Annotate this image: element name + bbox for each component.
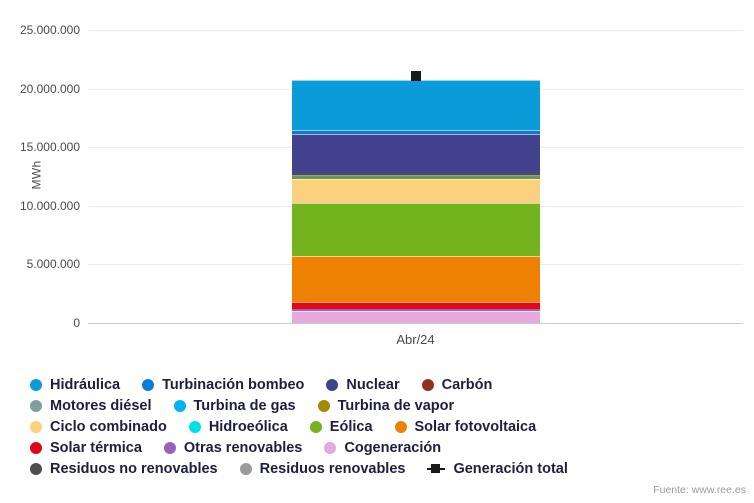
legend-item-generacion-total[interactable]: Generación total bbox=[427, 460, 568, 477]
bar-segment-otras-renovables[interactable] bbox=[291, 308, 540, 311]
legend-item-motores-diesel[interactable]: Motores diésel bbox=[30, 398, 152, 414]
legend-row: Motores diésel Turbina de gas Turbina de v… bbox=[30, 395, 742, 416]
legend-item-turbina-de-vapor[interactable]: Turbina de vapor bbox=[317, 397, 455, 414]
bar-segment-nuclear[interactable] bbox=[291, 133, 540, 173]
legend-label: Hidroeólica bbox=[208, 418, 288, 435]
total-generation-marker[interactable] bbox=[410, 70, 421, 81]
bar-segment-motores-diesel[interactable] bbox=[291, 175, 540, 177]
legend-item-cogeneracion[interactable]: Cogeneración bbox=[324, 440, 441, 456]
y-tick-label: 5.000.000 bbox=[26, 257, 80, 272]
legend: Hidráulica Turbinación bombeo Nuclear Carbó… bbox=[30, 374, 742, 479]
series-dot-icon bbox=[239, 462, 252, 475]
legend-item-otras-renovables[interactable]: Otras renovables bbox=[163, 439, 303, 456]
y-axis-title: MWh bbox=[29, 160, 44, 190]
y-tick-label: 0 bbox=[73, 316, 80, 330]
bar-segment-hidraulica[interactable] bbox=[291, 80, 540, 131]
legend-item-turbinacion-bombeo[interactable]: Turbinación bombeo bbox=[142, 377, 304, 393]
bar-segment-carbon[interactable] bbox=[291, 172, 540, 174]
legend-label: Carbón bbox=[441, 376, 493, 393]
bar-segment-residuos-renovables[interactable] bbox=[291, 174, 540, 176]
bar-segment-solar-fotovoltaica[interactable] bbox=[291, 255, 540, 302]
series-dot-icon bbox=[188, 420, 201, 433]
legend-item-hidraulica[interactable]: Hidráulica bbox=[30, 377, 120, 393]
y-tick-label: 15.000.000 bbox=[19, 140, 80, 155]
legend-item-solar-termica[interactable]: Solar térmica bbox=[30, 440, 142, 456]
legend-label: Otras renovables bbox=[183, 439, 303, 456]
legend-item-nuclear[interactable]: Nuclear bbox=[326, 376, 400, 393]
legend-label: Solar térmica bbox=[50, 439, 142, 456]
series-dot-icon bbox=[163, 441, 176, 454]
series-dot-icon bbox=[30, 420, 42, 433]
legend-label: Residuos no renovables bbox=[50, 460, 218, 477]
bar-segment-residuos-no-renovables[interactable] bbox=[291, 173, 540, 175]
x-axis-line bbox=[88, 323, 743, 324]
legend-row: Hidráulica Turbinación bombeo Nuclear Carbó… bbox=[30, 374, 742, 395]
x-axis-tick-label: Abr/24 bbox=[396, 332, 435, 347]
legend-item-carbon[interactable]: Carbón bbox=[421, 376, 493, 393]
series-dot-icon bbox=[30, 378, 42, 391]
bar-segment-turbina-de-vapor[interactable] bbox=[291, 176, 540, 179]
bar-segment-eolica[interactable] bbox=[291, 203, 540, 256]
legend-item-residuos-no-renovables[interactable]: Residuos no renovables bbox=[30, 461, 218, 477]
series-dot-icon bbox=[309, 420, 322, 433]
series-dot-icon bbox=[142, 378, 155, 391]
stacked-bar-abr24[interactable] bbox=[291, 80, 540, 323]
series-dot-icon bbox=[30, 462, 42, 475]
legend-label: Turbina de gas bbox=[193, 397, 296, 414]
series-dot-icon bbox=[324, 441, 337, 454]
legend-label: Residuos renovables bbox=[259, 460, 406, 477]
series-dot-icon bbox=[30, 441, 42, 454]
legend-label: Cogeneración bbox=[344, 439, 442, 456]
legend-item-residuos-renovables[interactable]: Residuos renovables bbox=[239, 460, 406, 477]
gridline bbox=[88, 30, 743, 31]
legend-label: Eólica bbox=[329, 418, 373, 435]
legend-label: Nuclear bbox=[346, 376, 400, 393]
y-tick-label: 20.000.000 bbox=[19, 81, 80, 96]
legend-row: Ciclo combinado Hidroeólica Eólica Solar fo… bbox=[30, 416, 742, 437]
series-dot-icon bbox=[317, 399, 330, 412]
series-dot-icon bbox=[173, 399, 186, 412]
legend-label: Generación total bbox=[453, 460, 568, 477]
legend-label: Hidráulica bbox=[50, 376, 121, 393]
legend-item-hidroeolica[interactable]: Hidroeólica bbox=[188, 418, 288, 435]
legend-item-turbina-de-gas[interactable]: Turbina de gas bbox=[173, 397, 296, 414]
series-dot-icon bbox=[394, 420, 407, 433]
legend-label: Turbinación bombeo bbox=[162, 376, 305, 393]
bar-segment-turbinacion-bombeo[interactable] bbox=[291, 130, 540, 134]
source-text: Fuente: www.ree.es bbox=[653, 484, 746, 496]
legend-row: Solar térmica Otras renovables Cogeneració… bbox=[30, 437, 742, 458]
bar-segment-solar-termica[interactable] bbox=[291, 301, 540, 309]
legend-row: Residuos no renovables Residuos renovable… bbox=[30, 458, 742, 479]
bar-segment-cogeneracion[interactable] bbox=[291, 310, 540, 323]
series-dot-icon bbox=[30, 399, 42, 412]
legend-item-ciclo-combinado[interactable]: Ciclo combinado bbox=[30, 419, 167, 435]
total-square-marker-icon bbox=[427, 463, 446, 474]
y-tick-label: 25.000.000 bbox=[19, 23, 80, 37]
legend-label: Motores diésel bbox=[50, 397, 152, 414]
legend-item-solar-fotovoltaica[interactable]: Solar fotovoltaica bbox=[394, 418, 537, 435]
bar-segment-ciclo-combinado[interactable] bbox=[291, 178, 540, 204]
y-tick-label: 10.000.000 bbox=[19, 198, 80, 213]
legend-label: Solar fotovoltaica bbox=[414, 418, 537, 435]
generation-stacked-bar-chart: 0 5.000.000 10.000.000 15.000.000 20.000.000… bbox=[19, 23, 743, 347]
legend-label: Turbina de vapor bbox=[337, 397, 455, 414]
legend-label: Ciclo combinado bbox=[50, 418, 167, 435]
legend-item-eolica[interactable]: Eólica bbox=[309, 418, 373, 435]
series-dot-icon bbox=[421, 378, 434, 391]
series-dot-icon bbox=[326, 378, 339, 391]
